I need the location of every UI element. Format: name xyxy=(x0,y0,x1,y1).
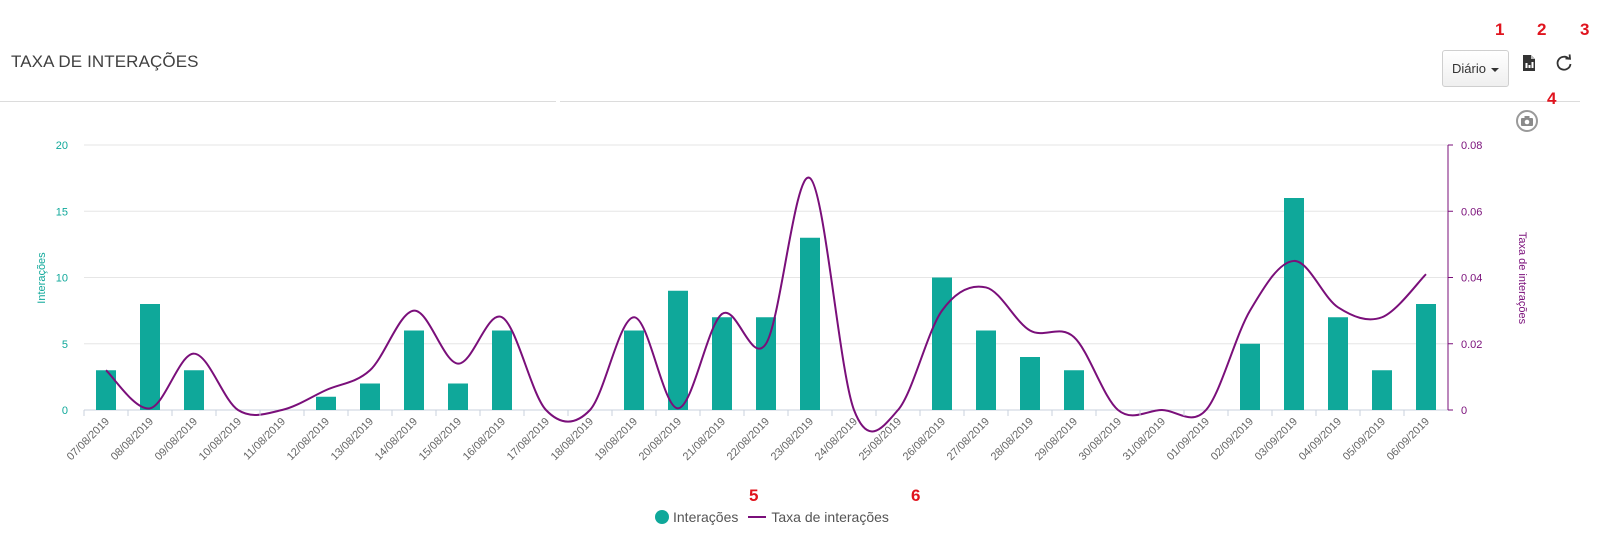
export-button[interactable] xyxy=(1518,52,1540,74)
bar-interacoes[interactable] xyxy=(668,290,688,410)
x-tick-label: 15/08/2019 xyxy=(417,416,464,463)
camera-icon xyxy=(1521,116,1533,126)
bar-interacoes[interactable] xyxy=(1020,357,1040,410)
x-tick-label: 29/08/2019 xyxy=(1033,416,1080,463)
bar-interacoes[interactable] xyxy=(96,370,116,410)
y-right-tick-label: 0.06 xyxy=(1461,206,1482,218)
legend-item-interacoes[interactable]: Interações xyxy=(655,509,738,525)
bar-interacoes[interactable] xyxy=(932,277,952,411)
bar-interacoes[interactable] xyxy=(448,383,468,411)
x-tick-label: 24/08/2019 xyxy=(813,416,860,463)
annotation-mark-5: 5 xyxy=(749,486,759,505)
refresh-button[interactable] xyxy=(1553,52,1575,74)
x-tick-label: 11/08/2019 xyxy=(241,416,288,463)
x-tick-label: 08/08/2019 xyxy=(109,416,156,463)
x-tick-label: 25/08/2019 xyxy=(857,416,904,463)
y-axis-label-left: Interações xyxy=(36,252,48,304)
x-tick-label: 16/08/2019 xyxy=(461,416,508,463)
y-right-tick-label: 0 xyxy=(1461,405,1467,417)
y-left-tick-label: 15 xyxy=(56,206,68,218)
bar-interacoes[interactable] xyxy=(756,317,776,410)
x-tick-label: 26/08/2019 xyxy=(901,416,948,463)
legend-label: Interações xyxy=(673,509,739,525)
x-tick-label: 03/09/2019 xyxy=(1253,416,1300,463)
x-tick-label: 23/08/2019 xyxy=(769,416,816,463)
bar-interacoes[interactable] xyxy=(184,370,204,410)
x-tick-label: 05/09/2019 xyxy=(1341,416,1388,463)
x-tick-label: 18/08/2019 xyxy=(549,416,596,463)
bar-interacoes[interactable] xyxy=(1416,304,1436,410)
x-tick-label: 01/09/2019 xyxy=(1165,416,1212,463)
x-tick-label: 28/08/2019 xyxy=(989,416,1036,463)
bar-interacoes[interactable] xyxy=(404,330,424,411)
refresh-icon xyxy=(1556,54,1572,71)
header-divider xyxy=(560,101,1580,102)
legend-line-icon xyxy=(748,516,767,518)
chevron-down-icon xyxy=(1490,67,1499,72)
bar-interacoes[interactable] xyxy=(316,396,336,410)
annotation-mark-4: 4 xyxy=(1547,89,1557,108)
bar-interacoes[interactable] xyxy=(1372,370,1392,410)
x-tick-label: 27/08/2019 xyxy=(945,416,992,463)
bar-interacoes[interactable] xyxy=(800,237,820,410)
period-dropdown[interactable]: Diário xyxy=(1442,50,1509,87)
x-tick-label: 20/08/2019 xyxy=(637,416,684,463)
bar-interacoes[interactable] xyxy=(712,317,732,410)
legend-item-taxa[interactable]: Taxa de interações xyxy=(738,509,889,525)
x-tick-label: 02/09/2019 xyxy=(1209,416,1256,463)
chart-legend: Interações Taxa de interações xyxy=(655,509,889,525)
period-dropdown-value: Diário xyxy=(1452,61,1486,76)
legend-label: Taxa de interações xyxy=(771,509,889,525)
file-export-icon xyxy=(1523,55,1535,71)
bar-interacoes[interactable] xyxy=(360,383,380,411)
bar-interacoes[interactable] xyxy=(492,330,512,411)
series-line-taxa xyxy=(105,177,1427,433)
annotation-mark-3: 3 xyxy=(1580,20,1590,39)
annotation-mark-6: 6 xyxy=(911,486,921,505)
y-axis-label-right: Taxa de interações xyxy=(1516,232,1528,325)
x-tick-label: 10/08/2019 xyxy=(197,416,244,463)
bar-interacoes[interactable] xyxy=(1064,370,1084,410)
bar-interacoes[interactable] xyxy=(976,330,996,411)
x-tick-label: 30/08/2019 xyxy=(1077,416,1124,463)
x-tick-label: 22/08/2019 xyxy=(725,416,772,463)
annotation-mark-1: 1 xyxy=(1495,20,1505,39)
x-tick-label: 17/08/2019 xyxy=(505,416,552,463)
y-left-tick-label: 0 xyxy=(62,405,68,417)
y-right-tick-label: 0.02 xyxy=(1461,339,1482,351)
legend-dot-icon xyxy=(655,510,669,524)
y-left-tick-label: 5 xyxy=(62,339,68,351)
x-tick-label: 21/08/2019 xyxy=(681,416,728,463)
chart: 0 5 10 15 20 0 0.02 0.04 0.06 0.08 07/08/201908/… xyxy=(36,140,1528,463)
x-tick-label: 07/08/2019 xyxy=(65,416,112,463)
x-tick-label: 14/08/2019 xyxy=(373,416,420,463)
annotation-mark-2: 2 xyxy=(1537,20,1547,39)
bar-interacoes[interactable] xyxy=(624,330,644,411)
x-tick-label: 09/08/2019 xyxy=(153,416,200,463)
x-tick-label: 13/08/2019 xyxy=(329,416,376,463)
camera-button[interactable] xyxy=(1516,110,1538,132)
page-title: TAXA DE INTERAÇÕES xyxy=(11,52,199,71)
y-right-tick-label: 0.04 xyxy=(1461,273,1482,285)
header-divider xyxy=(0,101,556,102)
bar-interacoes[interactable] xyxy=(1328,317,1348,410)
bar-interacoes[interactable] xyxy=(1240,343,1260,410)
x-tick-label: 04/09/2019 xyxy=(1297,416,1344,463)
x-tick-label: 31/08/2019 xyxy=(1121,416,1168,463)
bar-interacoes[interactable] xyxy=(1284,198,1304,410)
y-left-tick-label: 20 xyxy=(56,140,68,152)
y-right-tick-label: 0.08 xyxy=(1461,140,1482,152)
x-tick-label: 12/08/2019 xyxy=(285,416,332,463)
y-left-tick-label: 10 xyxy=(56,273,68,285)
x-tick-label: 06/09/2019 xyxy=(1385,416,1432,463)
bar-interacoes[interactable] xyxy=(140,304,160,410)
x-tick-label: 19/08/2019 xyxy=(593,416,640,463)
